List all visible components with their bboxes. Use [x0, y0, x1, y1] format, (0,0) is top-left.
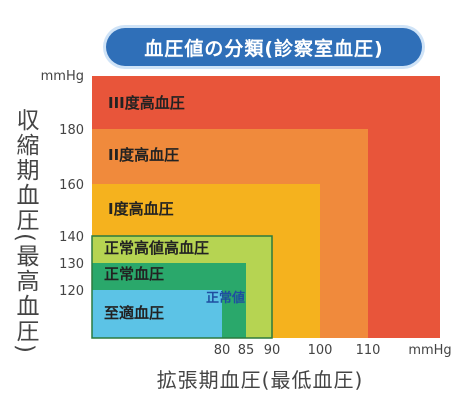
- zone-label-5: 至適血圧: [104, 304, 164, 322]
- x-tick-100: 100: [308, 343, 333, 358]
- y-unit-label: mmHg: [41, 69, 84, 84]
- y-tick-140: 140: [59, 230, 84, 245]
- y-tick-180: 180: [59, 123, 84, 138]
- chart-title: 血圧値の分類(診察室血圧): [106, 28, 422, 66]
- zone-label-1: II度高血圧: [108, 146, 179, 164]
- x-tick-85: 85: [238, 343, 255, 358]
- normal-range-outline: [91, 235, 273, 339]
- zone-label-3: 正常高値高血圧: [104, 239, 209, 257]
- zone-label-4: 正常血圧: [104, 265, 164, 283]
- zone-optimal: [92, 290, 222, 338]
- zone-label-2: I度高血圧: [108, 200, 174, 218]
- zone-label-0: III度高血圧: [108, 94, 185, 112]
- y-tick-130: 130: [59, 257, 84, 272]
- y-tick-160: 160: [59, 178, 84, 193]
- x-unit-label: mmHg: [408, 343, 451, 358]
- normal-annotation: 正常値: [206, 290, 245, 306]
- y-axis-label: 収縮期血圧(最高血圧): [12, 108, 38, 355]
- x-axis-label: 拡張期血圧(最低血圧): [156, 368, 364, 392]
- x-tick-80: 80: [214, 343, 231, 358]
- y-tick-120: 120: [59, 284, 84, 299]
- x-tick-90: 90: [264, 343, 281, 358]
- x-tick-110: 110: [356, 343, 381, 358]
